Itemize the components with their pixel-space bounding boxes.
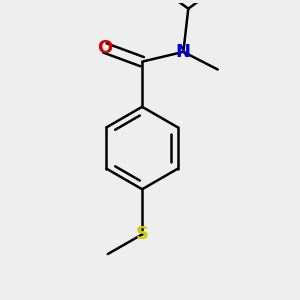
Text: S: S (136, 225, 148, 243)
Text: O: O (97, 39, 112, 57)
Text: N: N (176, 43, 191, 61)
